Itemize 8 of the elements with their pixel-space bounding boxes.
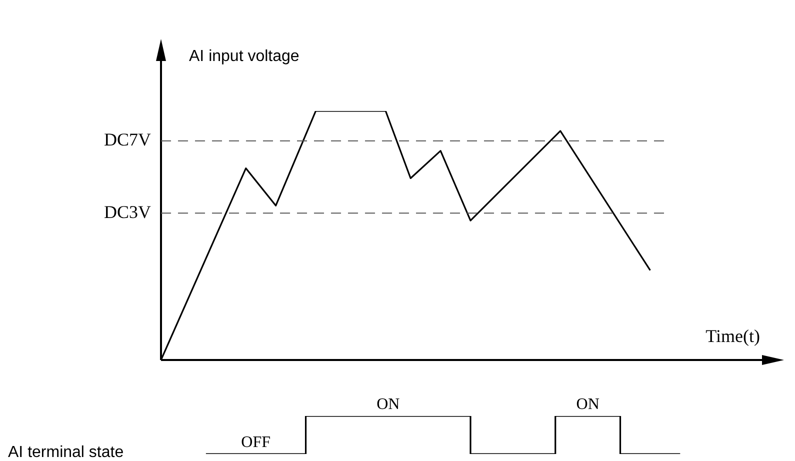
ref-line-label: DC3V xyxy=(104,202,151,222)
y-axis-title: AI terminal state xyxy=(8,444,124,461)
ref-line-label: DC7V xyxy=(104,130,151,150)
y-axis-title: AI input voltage xyxy=(189,48,300,65)
x-axis-title: Time(t) xyxy=(706,326,760,346)
annotation: ON xyxy=(576,396,600,413)
annotation: OFF xyxy=(241,434,271,451)
annotation: ON xyxy=(376,396,400,413)
